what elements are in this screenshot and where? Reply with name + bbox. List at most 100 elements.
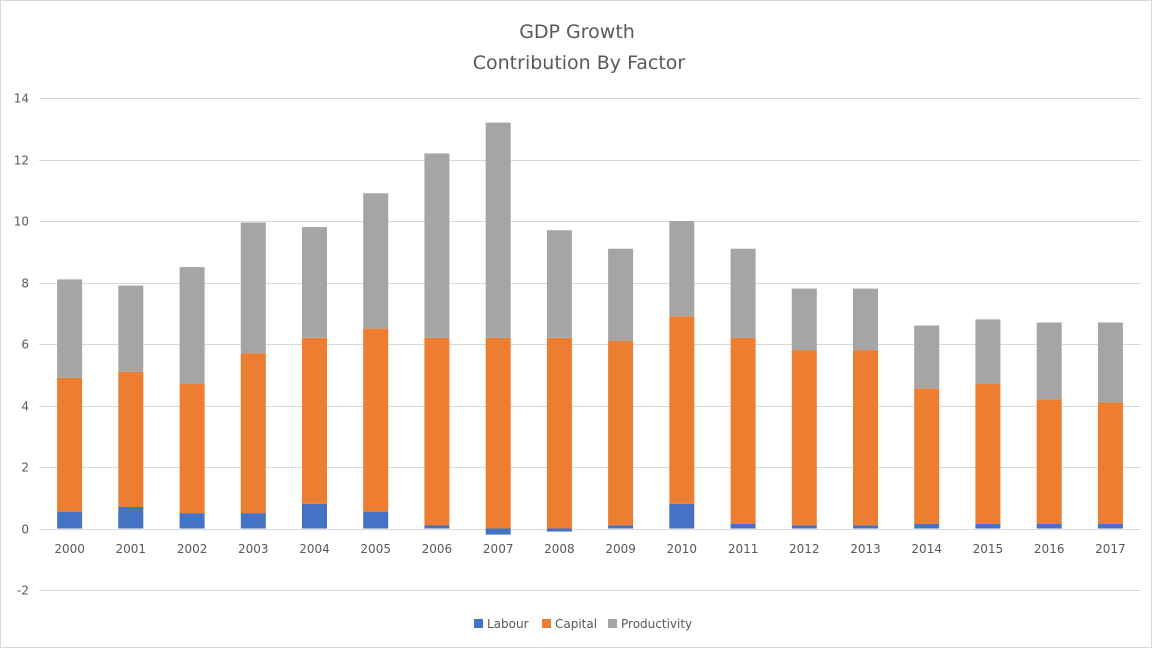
bar-capital-2005 (363, 328, 389, 512)
bar-labour-2001 (118, 507, 144, 529)
bar-capital-2007 (485, 337, 511, 529)
x-tick-label: 2006 (422, 542, 453, 556)
bar-labour-2013 (853, 525, 878, 529)
bar-capital-2001 (118, 371, 144, 507)
bar-productivity-2007 (485, 122, 511, 338)
bar-productivity-2005 (363, 193, 389, 329)
bar-group-2008 (546, 230, 572, 532)
bar-productivity-2011 (730, 248, 756, 338)
bar-group-2010 (669, 221, 695, 529)
bar-productivity-2010 (669, 221, 695, 317)
bar-capital-2008 (546, 337, 572, 529)
x-tick-label: 2009 (605, 542, 636, 556)
bar-group-2006 (424, 153, 450, 529)
bar-productivity-2008 (546, 230, 572, 338)
bar-group-2013 (853, 288, 878, 529)
y-tick-label: 6 (21, 338, 29, 352)
y-tick-label: 2 (21, 461, 29, 475)
x-tick-label: 2015 (973, 542, 1004, 556)
bar-labour-2006 (424, 525, 450, 529)
bar-productivity-2000 (57, 279, 83, 378)
legend-item-productivity[interactable]: Productivity (608, 617, 692, 631)
bar-group-2012 (791, 288, 817, 529)
y-tick-label: 14 (14, 92, 29, 106)
bar-labour-2012 (791, 525, 817, 529)
chart-title-line-2: Contribution By Factor (473, 52, 686, 74)
legend-item-capital[interactable]: Capital (542, 617, 597, 631)
bar-group-2017 (1097, 322, 1123, 529)
legend-swatch (608, 619, 617, 628)
bar-labour-2009 (608, 525, 634, 529)
bar-group-2009 (608, 248, 634, 529)
chart-title-line-1: GDP Growth (519, 21, 635, 43)
x-tick-label: 2010 (667, 542, 698, 556)
x-axis: 2000 2001 2002 2003 2004 2005 2006 2007 2008 2009… (54, 542, 1125, 556)
x-tick-label: 2016 (1034, 542, 1065, 556)
bar-group-2007 (485, 122, 511, 535)
bar-labour-2014 (914, 523, 940, 529)
bar-capital-2009 (608, 340, 634, 526)
bar-capital-2017 (1097, 402, 1123, 524)
x-tick-label: 2013 (850, 542, 881, 556)
bar-capital-2012 (791, 350, 817, 526)
bar-capital-2014 (914, 388, 940, 524)
bar-productivity-2016 (1036, 322, 1062, 400)
bar-group-2005 (363, 193, 389, 529)
bar-capital-2000 (57, 377, 83, 512)
bar-capital-2002 (179, 384, 205, 514)
legend-label: Labour (487, 617, 529, 631)
bar-productivity-2017 (1097, 322, 1123, 403)
legend[interactable]: Labour Capital Productivity (474, 617, 692, 631)
legend-label: Capital (555, 617, 597, 631)
y-tick-label: 12 (14, 154, 29, 168)
bar-group-2004 (302, 227, 327, 529)
bar-labour-2003 (240, 513, 266, 529)
bar-group-2016 (1036, 322, 1062, 529)
bar-productivity-2014 (914, 325, 940, 389)
legend-label: Productivity (621, 617, 692, 631)
bar-capital-2016 (1036, 399, 1062, 524)
x-tick-label: 2002 (177, 542, 208, 556)
x-tick-label: 2003 (238, 542, 269, 556)
y-tick-label: 4 (21, 400, 29, 414)
bar-group-2014 (914, 325, 940, 529)
chart-title: GDP Growth Contribution By Factor (473, 21, 686, 74)
gridlines (39, 98, 1141, 591)
bar-group-2011 (730, 248, 756, 529)
x-tick-label: 2000 (54, 542, 85, 556)
x-tick-label: 2014 (911, 542, 942, 556)
bar-group-2003 (240, 222, 266, 529)
bar-capital-2006 (424, 337, 450, 526)
bar-group-2015 (975, 319, 1001, 529)
legend-item-labour[interactable]: Labour (474, 617, 529, 631)
bar-labour-2015 (975, 523, 1001, 529)
y-tick-label: 10 (14, 215, 29, 229)
x-tick-label: 2011 (728, 542, 759, 556)
y-axis: -2 0 2 4 6 8 10 12 14 (14, 92, 29, 598)
bar-labour-2011 (730, 523, 756, 529)
bars (57, 122, 1123, 535)
x-tick-label: 2008 (544, 542, 575, 556)
bar-productivity-2004 (302, 227, 327, 338)
bar-capital-2015 (975, 384, 1001, 524)
bar-productivity-2012 (791, 288, 817, 351)
bar-labour-2016 (1036, 523, 1062, 529)
bar-labour-2017 (1097, 523, 1123, 529)
y-tick-label: -2 (17, 584, 29, 598)
x-tick-label: 2017 (1095, 542, 1126, 556)
bar-labour-2005 (363, 511, 389, 529)
x-tick-label: 2005 (360, 542, 391, 556)
bar-group-2000 (57, 279, 83, 529)
bar-capital-2004 (302, 337, 327, 504)
bar-productivity-2009 (608, 248, 634, 341)
bar-labour-2008 (546, 528, 572, 532)
bar-labour-2010 (669, 503, 695, 529)
bar-productivity-2006 (424, 153, 450, 338)
bar-group-2002 (179, 267, 205, 529)
bar-productivity-2002 (179, 267, 205, 384)
bar-productivity-2001 (118, 285, 144, 372)
legend-swatch (474, 619, 483, 628)
bar-capital-2013 (853, 350, 878, 526)
